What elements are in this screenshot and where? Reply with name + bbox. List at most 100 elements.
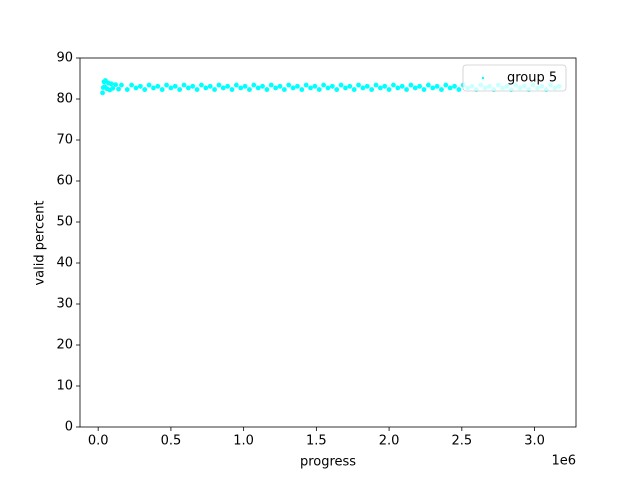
scatter-point xyxy=(133,85,139,91)
scatter-point xyxy=(242,83,248,89)
scatter-point xyxy=(360,85,366,91)
x-tick-label: 3.0 xyxy=(524,434,545,449)
scatter-point xyxy=(377,85,383,91)
scatter-point xyxy=(408,82,414,88)
scatter-point xyxy=(338,82,344,88)
scatter-point xyxy=(238,85,244,91)
scatter-point xyxy=(172,83,178,89)
scatter-point xyxy=(382,83,388,89)
scatter-point xyxy=(356,82,361,88)
y-tick-label: 80 xyxy=(56,92,73,107)
y-tick-label: 70 xyxy=(56,133,73,148)
x-tick-label: 0.0 xyxy=(88,434,109,449)
scatter-point xyxy=(108,81,114,87)
scatter-point xyxy=(351,87,357,92)
scatter-point xyxy=(430,85,436,91)
scatter-point xyxy=(203,85,209,91)
y-tick-label: 50 xyxy=(56,215,73,230)
scatter-point xyxy=(399,83,405,89)
scatter-point xyxy=(116,86,121,92)
scatter-point xyxy=(312,83,318,89)
scatter-point xyxy=(308,85,313,91)
scatter-point xyxy=(207,83,213,89)
scatter-point xyxy=(443,82,449,88)
scatter-point xyxy=(159,87,165,92)
scatter-point xyxy=(273,85,279,91)
scatter-point xyxy=(155,83,161,89)
y-tick-label: 30 xyxy=(56,297,73,312)
scatter-point xyxy=(260,83,265,89)
scatter-point xyxy=(325,85,331,91)
scatter-point xyxy=(439,87,444,92)
scatter-point xyxy=(412,85,418,91)
scatter-point xyxy=(425,82,431,88)
scatter-point xyxy=(110,85,116,91)
scatter-point xyxy=(347,83,353,89)
scatter-point xyxy=(146,82,152,88)
scatter-point xyxy=(369,87,375,92)
scatter-point xyxy=(343,85,348,91)
scatter-point xyxy=(364,83,370,89)
y-tick-label: 20 xyxy=(56,338,73,353)
scatter-point xyxy=(185,85,191,91)
x-tick-label: 1.5 xyxy=(306,434,327,449)
scatter-point xyxy=(229,87,235,92)
scatter-point xyxy=(277,83,283,89)
scatter-point xyxy=(190,83,196,89)
y-tick-label: 90 xyxy=(56,51,73,66)
legend-box xyxy=(462,64,567,92)
scatter-point xyxy=(264,87,270,92)
scatter-point xyxy=(113,82,119,88)
y-tick-label: 10 xyxy=(56,379,73,394)
legend-marker xyxy=(481,76,485,80)
x-tick-label: 1.0 xyxy=(233,434,254,449)
scatter-point xyxy=(100,90,105,96)
scatter-point xyxy=(251,82,257,88)
scatter-point xyxy=(233,82,239,88)
scatter-point xyxy=(286,82,292,88)
scatter-point xyxy=(290,85,296,91)
scatter-point xyxy=(216,82,222,88)
scatter-point xyxy=(168,85,174,91)
scatter-point xyxy=(434,83,440,89)
scatter-point xyxy=(329,83,335,89)
scatter-point xyxy=(386,87,392,92)
scatter-point xyxy=(281,87,287,92)
y-tick-label: 40 xyxy=(56,256,73,271)
scatter-point xyxy=(456,87,462,92)
scatter-point xyxy=(199,82,204,88)
scatter-point xyxy=(151,85,156,91)
x-tick-label: 2.0 xyxy=(379,434,400,449)
scatter-point xyxy=(295,83,300,89)
scatter-point xyxy=(373,82,379,88)
scatter-point xyxy=(212,87,217,92)
scatter-point xyxy=(395,85,401,91)
scatter-point xyxy=(255,85,261,91)
scatter-point xyxy=(421,87,427,92)
scatter-point xyxy=(129,82,135,88)
y-tick-label: 0 xyxy=(65,420,73,435)
plot-frame xyxy=(79,57,577,428)
scatter-point xyxy=(404,87,409,92)
scatter-point xyxy=(452,83,457,89)
scatter-point xyxy=(119,82,124,88)
scatter-point xyxy=(225,83,231,89)
x-tick-label: 2.5 xyxy=(451,434,472,449)
scatter-point xyxy=(334,87,340,92)
scatter-point xyxy=(391,82,396,88)
scatter-point xyxy=(247,87,252,92)
scatter-point xyxy=(137,83,143,89)
x-axis-label: progress xyxy=(300,455,356,470)
scatter-point xyxy=(303,82,309,88)
scatter-point xyxy=(268,82,274,88)
scatter-point xyxy=(142,87,148,92)
scatter-point xyxy=(124,87,130,92)
scatter-point xyxy=(321,82,327,88)
x-offset-label: 1e6 xyxy=(551,454,576,469)
scatter-point xyxy=(316,87,322,92)
scatter-point xyxy=(181,82,187,88)
scatter-point xyxy=(194,87,200,92)
scatter-point xyxy=(177,87,183,92)
scatter-point xyxy=(299,87,305,92)
